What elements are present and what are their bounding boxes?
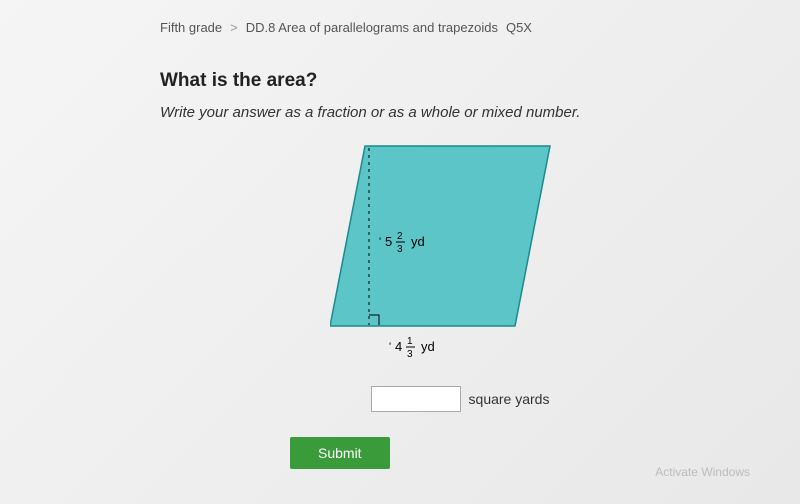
figure-area: ' 52 3 yd ' 41 3 yd (160, 141, 760, 371)
svg-text:yd: yd (421, 339, 435, 354)
svg-text:5: 5 (385, 234, 392, 249)
answer-input[interactable] (371, 386, 461, 412)
answer-unit-label: square yards (469, 391, 550, 407)
windows-watermark: Activate Windows (655, 465, 750, 479)
breadcrumb-topic[interactable]: DD.8 Area of parallelograms and trapezoi… (246, 20, 498, 35)
svg-text:3: 3 (397, 244, 403, 255)
chevron-right-icon: > (230, 20, 238, 35)
svg-text:': ' (389, 341, 391, 353)
svg-text:': ' (379, 236, 381, 248)
svg-text:1: 1 (407, 336, 413, 347)
breadcrumb-code: Q5X (506, 20, 532, 35)
svg-text:yd: yd (411, 234, 425, 249)
answer-area: square yards (160, 386, 760, 412)
svg-text:3: 3 (407, 349, 413, 360)
svg-text:2: 2 (397, 231, 403, 242)
question-title: What is the area? (160, 70, 760, 92)
parallelogram-figure: ' 52 3 yd ' 41 3 yd (330, 141, 590, 371)
submit-button[interactable]: Submit (290, 437, 390, 469)
question-instruction: Write your answer as a fraction or as a … (160, 104, 760, 121)
breadcrumb-level[interactable]: Fifth grade (160, 20, 222, 35)
watermark-text: Activate Windows (655, 465, 750, 479)
svg-text:4: 4 (395, 339, 402, 354)
breadcrumb: Fifth grade > DD.8 Area of parallelogram… (160, 20, 760, 35)
